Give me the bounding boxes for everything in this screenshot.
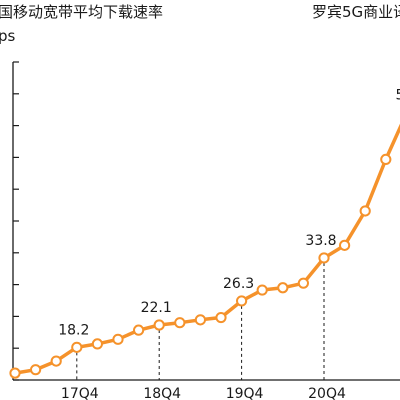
data-point-6: [112, 333, 124, 345]
data-label-3: 26.3: [223, 276, 254, 292]
y-unit-label: ps: [0, 27, 16, 45]
x-tick-label-3: 19Q4: [226, 386, 264, 400]
data-point-9: [174, 317, 186, 329]
x-tick-labels: 17Q418Q419Q420Q421: [61, 386, 346, 400]
data-point-5: [91, 338, 104, 350]
reference-lines: [76, 262, 325, 380]
chart-subtitle: 罗宾5G商业译: [312, 3, 400, 21]
data-point-13: [256, 284, 268, 296]
data-label-5: 59: [395, 88, 400, 104]
data-point-1: [9, 367, 21, 379]
data-point-11: [215, 311, 227, 324]
data-point-3: [50, 355, 62, 367]
data-point-7: [133, 324, 145, 336]
data-point-12: [236, 295, 248, 307]
series-points: [9, 153, 392, 379]
data-point-4: [71, 341, 83, 353]
y-ticks: [13, 61, 19, 381]
data-labels: 18.2 22.1 26.3 33.8 59: [58, 88, 400, 339]
data-label-4: 33.8: [305, 233, 336, 249]
chart-title: 国移动宽带平均下载速率: [0, 3, 163, 21]
data-label-1: 18.2: [58, 322, 89, 338]
data-point-14: [277, 282, 289, 294]
data-label-2: 22.1: [141, 300, 172, 316]
data-point-8: [153, 319, 165, 331]
data-point-2: [29, 364, 42, 376]
data-point-15: [297, 277, 309, 289]
data-point-18: [359, 205, 371, 217]
data-point-10: [194, 314, 206, 326]
data-point-19: [380, 153, 392, 166]
x-tick-label-2: 18Q4: [143, 386, 181, 400]
x-tick-label-4: 20Q4: [308, 386, 346, 400]
data-point-16: [318, 252, 330, 264]
x-tick-label-1: 17Q4: [61, 386, 99, 400]
data-point-17: [339, 239, 351, 251]
